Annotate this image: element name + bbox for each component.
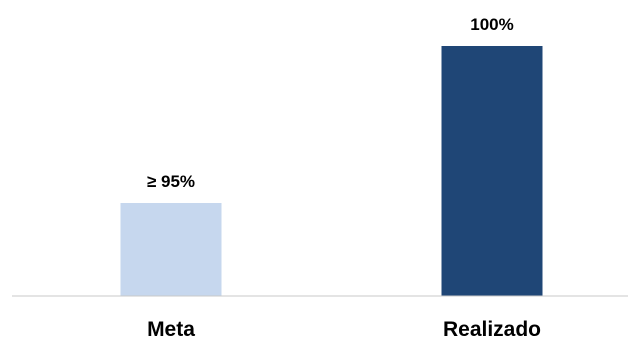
category-label-meta: Meta	[147, 318, 195, 340]
data-label-realizado: 100%	[470, 15, 513, 34]
bars-group	[120, 46, 543, 296]
category-label-realizado: Realizado	[443, 318, 541, 340]
data-label-meta: ≥ 95%	[147, 172, 195, 191]
bar-realizado	[441, 46, 543, 296]
bar-meta	[120, 203, 222, 296]
labels-group: ≥ 95% Meta 100% Realizado	[147, 15, 541, 340]
